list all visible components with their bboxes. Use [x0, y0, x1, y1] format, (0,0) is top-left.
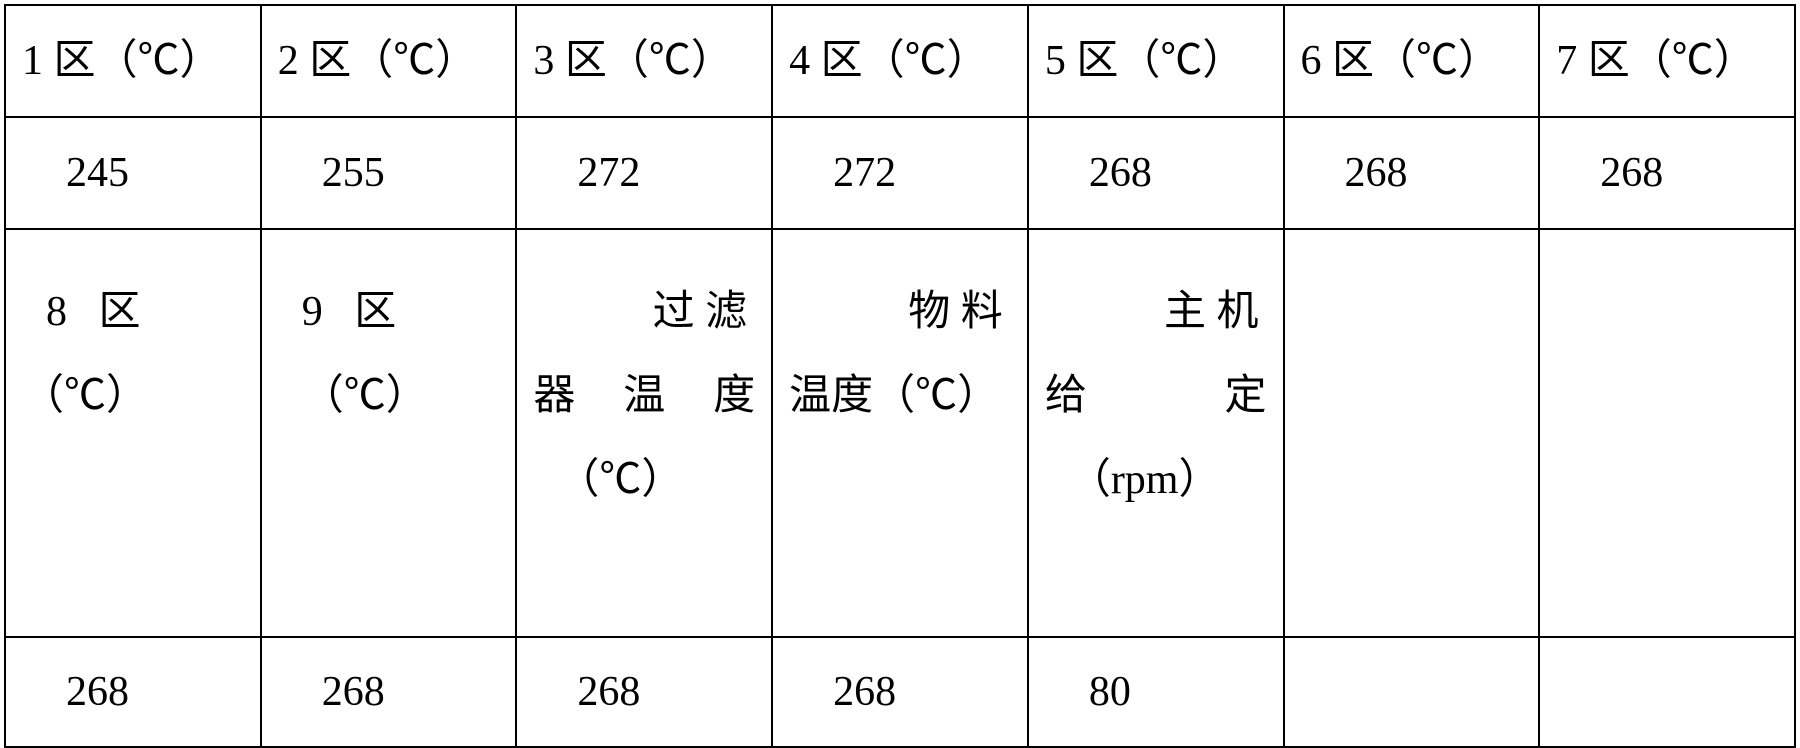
value-zone-8: 268 [5, 637, 261, 747]
value-zone-5: 268 [1028, 117, 1284, 229]
header-zone-2: 2 区（℃） [261, 5, 517, 117]
zone-temperature-table: 1 区（℃） 2 区（℃） 3 区（℃） 4 区（℃） 5 区（℃） 6 区（℃… [4, 4, 1796, 748]
value-zone-1: 245 [5, 117, 261, 229]
label-line: 过 滤 [533, 270, 755, 354]
label-line: 主 机 [1045, 270, 1267, 354]
label-line: （rpm） [1045, 438, 1267, 522]
empty-cell [1284, 229, 1540, 637]
label-line: 9 区 [278, 270, 500, 354]
header-zone-4: 4 区（℃） [772, 5, 1028, 117]
label-line: （℃） [278, 354, 500, 438]
table-value-row-2: 268 268 268 268 80 [5, 637, 1795, 747]
value-zone-7: 268 [1539, 117, 1795, 229]
empty-cell [1284, 637, 1540, 747]
value-zone-4: 272 [772, 117, 1028, 229]
label-line: 物 料 [789, 270, 1011, 354]
label-line: 8 区 [22, 270, 244, 354]
label-line: 给 定 [1045, 354, 1267, 438]
header-zone-6: 6 区（℃） [1284, 5, 1540, 117]
label-line: 器 温 度 [533, 354, 755, 438]
header-zone-1: 1 区（℃） [5, 5, 261, 117]
value-zone-3: 272 [516, 117, 772, 229]
value-material-temp: 268 [772, 637, 1028, 747]
value-filter-temp: 268 [516, 637, 772, 747]
table-value-row-1: 245 255 272 272 268 268 268 [5, 117, 1795, 229]
value-zone-6: 268 [1284, 117, 1540, 229]
table-header-row-1: 1 区（℃） 2 区（℃） 3 区（℃） 4 区（℃） 5 区（℃） 6 区（℃… [5, 5, 1795, 117]
header-zone-7: 7 区（℃） [1539, 5, 1795, 117]
label-line: （℃） [533, 438, 755, 522]
header-material-temp: 物 料 温度（℃） [772, 229, 1028, 637]
header-filter-temp: 过 滤 器 温 度 （℃） [516, 229, 772, 637]
header-zone-3: 3 区（℃） [516, 5, 772, 117]
header-main-rpm: 主 机 给 定 （rpm） [1028, 229, 1284, 637]
label-line: （℃） [22, 354, 244, 438]
table-header-row-2: 8 区 （℃） 9 区 （℃） 过 滤 器 温 度 （℃） 物 料 温度（℃） … [5, 229, 1795, 637]
empty-cell [1539, 229, 1795, 637]
value-zone-9: 268 [261, 637, 517, 747]
empty-cell [1539, 637, 1795, 747]
header-zone-8: 8 区 （℃） [5, 229, 261, 637]
header-zone-5: 5 区（℃） [1028, 5, 1284, 117]
value-zone-2: 255 [261, 117, 517, 229]
value-main-rpm: 80 [1028, 637, 1284, 747]
header-zone-9: 9 区 （℃） [261, 229, 517, 637]
label-line: 温度（℃） [789, 354, 1011, 438]
